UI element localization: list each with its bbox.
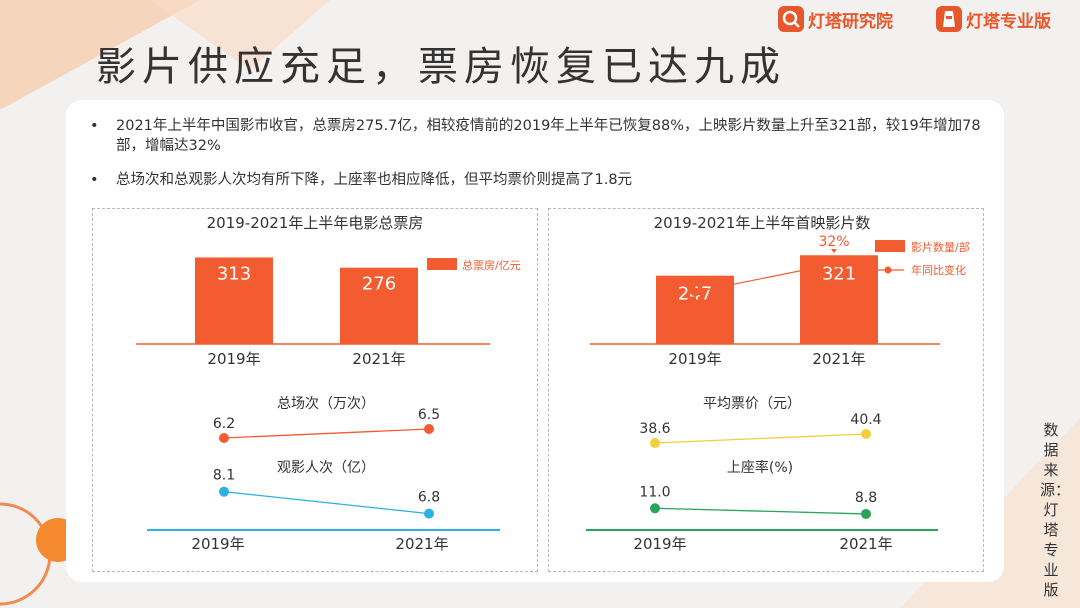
chart-title: 2019-2021年上半年电影总票房 [207, 214, 424, 232]
data-label: 40.4 [850, 412, 881, 428]
yoy-point [690, 287, 700, 297]
x-tick-label: 2019年 [207, 350, 260, 368]
data-point [650, 503, 660, 514]
legend-label: 年同比变化 [911, 263, 966, 277]
data-point [650, 438, 660, 448]
data-point [861, 429, 871, 439]
lighthouse-logo-icon [778, 6, 804, 32]
chart-title: 总场次（万次） [277, 396, 375, 412]
data-source: 数据来源：灯塔专业版 [1040, 421, 1071, 599]
legend-marker [884, 266, 892, 274]
series-line [654, 507, 867, 515]
x-tick-label: 2021年 [839, 535, 892, 553]
bar [195, 257, 273, 344]
x-tick-label: 2021年 [812, 350, 865, 368]
data-point [424, 508, 434, 519]
x-tick-label: 2019年 [668, 350, 721, 368]
data-label: 6.5 [418, 407, 440, 423]
x-tick-label: 2019年 [633, 535, 686, 553]
data-label: 6.8 [418, 490, 440, 506]
data-label: 8.1 [213, 468, 235, 484]
data-label: 11.0 [639, 484, 670, 500]
data-point [424, 424, 434, 434]
chart-title: 平均票价（元） [703, 396, 801, 412]
bar-value-label: 276 [362, 274, 396, 295]
data-label: 8.8 [855, 490, 877, 506]
brand-name: 灯塔专业版 [966, 11, 1051, 32]
chart-title: 2019-2021年上半年首映影片数 [654, 214, 871, 232]
yoy-pointer-icon [831, 249, 837, 253]
brand-dengta-research: 灯塔研究院 [778, 6, 893, 32]
series-line [654, 433, 867, 444]
bar-value-label: 313 [217, 263, 251, 284]
series-line [223, 491, 430, 515]
chart-title: 观影人次（亿） [277, 460, 375, 476]
data-point [219, 433, 229, 443]
yoy-point [834, 258, 844, 268]
x-tick-label: 2021年 [352, 350, 405, 368]
legend-label: 总票房/亿元 [462, 258, 521, 272]
legend-label: 影片数量/部 [911, 240, 970, 254]
decorative-circle-left [0, 502, 70, 606]
data-point [219, 486, 229, 497]
page-title: 影片供应充足，票房恢复已达九成 [96, 44, 786, 90]
data-point [861, 508, 871, 519]
bullet-item: 2021年上半年中国影市收官，总票房275.7亿，相较疫情前的2019年上半年已… [88, 116, 988, 156]
x-tick-label: 2019年 [191, 535, 244, 553]
summary-bullets: 2021年上半年中国影市收官，总票房275.7亿，相较疫情前的2019年上半年已… [88, 116, 988, 204]
lighthouse-logo-icon [936, 6, 962, 32]
data-label: 6.2 [213, 416, 235, 432]
brand-name: 灯塔研究院 [808, 11, 893, 32]
series-line [223, 428, 430, 439]
box-office-chart-frame [92, 208, 538, 572]
yoy-value-label: 32% [818, 234, 849, 250]
legend-swatch [427, 258, 457, 270]
yoy-line [694, 262, 840, 293]
brand-dengta-pro: 灯塔专业版 [936, 6, 1051, 32]
bar [800, 255, 878, 344]
x-tick-label: 2021年 [395, 535, 448, 553]
decorative-corner-top-left [0, 0, 330, 110]
legend-swatch [875, 240, 905, 252]
bar [340, 267, 418, 344]
bullet-item: 总场次和总观影人次均有所下降，上座率也相应降低，但平均票价则提高了1.8元 [88, 170, 988, 190]
chart-title: 上座率(%) [727, 459, 793, 476]
bar-value-label: 321 [822, 263, 856, 284]
film-count-chart-frame [548, 208, 984, 572]
data-label: 38.6 [639, 421, 670, 437]
